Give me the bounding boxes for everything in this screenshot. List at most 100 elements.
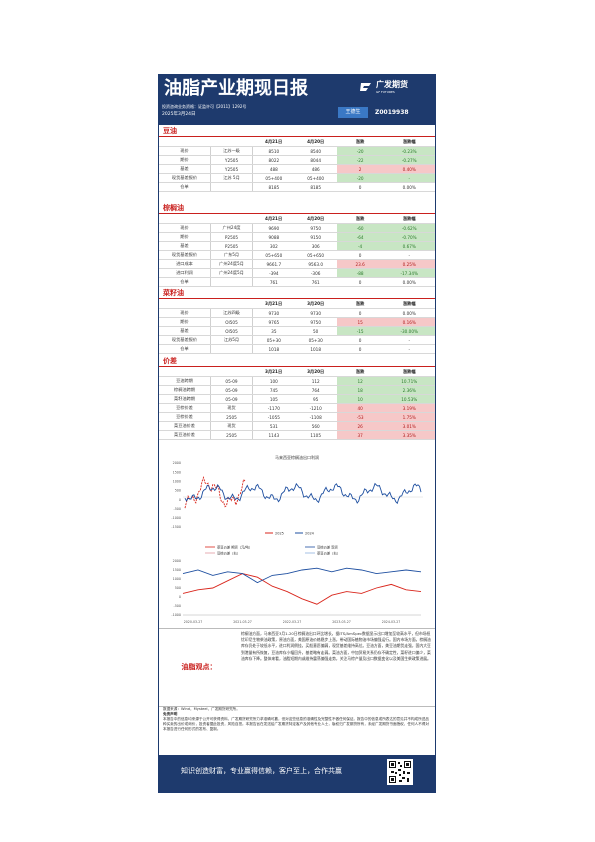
table-row: 期价 OI505 9765 9750 15 0.16% — [159, 317, 435, 327]
y-tick-label: -1500 — [171, 525, 181, 529]
table-row: 进口成本 广州24度5月 9661.7 9563.0 23.6 0.25% — [159, 259, 435, 269]
table-cell: 100 — [252, 376, 295, 386]
x-tick-label: 2020-03-27 — [184, 620, 203, 624]
section-title: 价差 — [163, 357, 177, 365]
table-cell: OI505 — [209, 326, 254, 336]
table-cell: 9765 — [252, 317, 295, 327]
table-cell: 0 — [336, 277, 384, 287]
table-row: 期价 Y2505 8022 8044 -22 -0.27% — [159, 155, 435, 165]
x-tick-label: 2023-03-27 — [332, 620, 351, 624]
table-cell: 0.16% — [383, 317, 435, 327]
table-cell: 1105 — [294, 430, 337, 440]
table-cell: - — [383, 335, 435, 345]
column-header: 3月21日 — [252, 368, 295, 377]
table-cell: 0 — [336, 308, 384, 318]
column-header: 4月20日 — [294, 138, 337, 147]
table-cell: 488 — [252, 164, 295, 174]
table-cell: -1210 — [294, 403, 337, 413]
legend-label: 菜豆价差 期货（元/吨） — [217, 545, 252, 550]
column-header: 3月20日 — [294, 368, 337, 377]
logo-mark-icon — [360, 83, 371, 91]
table-cell: 期价 — [159, 155, 211, 165]
table-cell: 9750 — [294, 317, 337, 327]
table-cell: 0 — [336, 182, 384, 192]
table-cell: 10.53% — [383, 394, 435, 404]
table-row: 仓单 1018 1018 0- — [159, 344, 435, 354]
table-cell: 40 — [336, 403, 384, 413]
table-cell: 05+30 — [252, 335, 295, 345]
y-tick-label: 1500 — [173, 470, 181, 474]
table-cell: 105 — [252, 394, 295, 404]
rape-table: 3月21日 3月20日 涨跌 涨跌幅 现价 江苏四级 9730 9730 0 0.00% 期价 OI5… — [159, 300, 435, 354]
x-tick-label: 2024-03-27 — [382, 620, 401, 624]
table-cell: 302 — [252, 241, 295, 251]
table-cell: 0.40% — [383, 164, 435, 174]
table-cell: 9088 — [252, 232, 295, 242]
data-sources: 数据来源：Wind，Mysteel，广发期货研究所。 — [163, 707, 240, 711]
table-cell: Y2505 — [209, 155, 254, 165]
table-header-row: 3月21日 3月20日 涨跌 涨跌幅 — [159, 300, 435, 309]
table-cell: P2505 — [209, 232, 254, 242]
table-cell: -20 — [336, 146, 384, 156]
table-cell: 50 — [294, 326, 337, 336]
company-logo: 广发期货 GF FUTURES — [359, 80, 429, 96]
table-cell: 广东5月 — [209, 250, 254, 260]
table-cell: 9690 — [252, 223, 295, 233]
table-row: 仓单 8185 8185 0 0.00% — [159, 182, 435, 192]
table-cell: 8540 — [294, 146, 337, 156]
table-cell: -0.23% — [383, 146, 435, 156]
table-cell: 05-09 — [209, 376, 254, 386]
table-cell: 菜豆油价差 — [159, 421, 211, 431]
column-header — [210, 368, 253, 377]
logo-subtitle: GF FUTURES — [376, 90, 395, 94]
table-cell: 现货基差报价 — [159, 250, 211, 260]
series-2025-line — [184, 476, 246, 509]
column-header: 3月21日 — [252, 300, 295, 309]
table-cell: -88 — [336, 268, 384, 278]
table-cell: 10 — [336, 394, 384, 404]
report-page: 油脂产业期现日报 广发期货 GF FUTURES 投资咨询业务资格：证监许可【2… — [158, 74, 436, 793]
table-row: 现货基差报价 广东5月 05+650 05+650 0- — [159, 250, 435, 260]
table-cell: -1108 — [294, 412, 337, 422]
table-cell: P2505 — [209, 241, 254, 251]
table-cell: 豆棕价差 — [159, 412, 211, 422]
table-cell: 仓单 — [159, 182, 211, 192]
column-header: 涨跌幅 — [383, 215, 435, 224]
table-cell: 05-09 — [209, 385, 254, 395]
table-cell: 37 — [336, 430, 384, 440]
table-cell: 05+400 — [252, 173, 295, 183]
table-cell: 江苏5月 — [209, 335, 254, 345]
y-tick-label: -500 — [174, 604, 181, 608]
table-cell: 23.6 — [336, 259, 384, 269]
table-cell: 现价 — [159, 146, 211, 156]
table-cell: 菜籽油跨期 — [159, 394, 211, 404]
table-cell: 0.67% — [383, 241, 435, 251]
y-tick-label: 1000 — [173, 577, 181, 581]
palm-export-profit-chart: 马来西亚棕榈油出口利润 2000 1500 1000 500 0 -500 -1000 -15… — [171, 454, 423, 536]
column-header: 涨跌 — [336, 215, 384, 224]
y-tick-label: 0 — [179, 595, 181, 599]
x-tick-label: 2022-03-27 — [283, 620, 302, 624]
x-axis-ticks: 2020-03-27 2021-03-27 2022-03-27 2023-03-27… — [184, 620, 401, 624]
legend-label: 菜豆价差（右） — [317, 551, 340, 556]
disclaimer-text: 本报告中的信息均来源于公开可获得资料，广发期货研究所力求准确可靠，但对这些信息的… — [163, 717, 429, 731]
table-cell: 现货 — [209, 421, 254, 431]
table-cell: 江苏一级 — [209, 146, 254, 156]
chart-title: 马来西亚棕榈油出口利润 — [275, 454, 319, 460]
table-cell: -17.34% — [383, 268, 435, 278]
column-header — [159, 368, 211, 377]
table-cell: 菜豆油价差 — [159, 430, 211, 440]
legend-2025-label: 2025 — [275, 532, 284, 536]
table-cell: 豆油跨期 — [159, 376, 211, 386]
section-divider — [159, 298, 435, 299]
table-cell: 8022 — [252, 155, 295, 165]
table-row: 进口利润 广州24度5月 -394 -306 -88 -17.34% — [159, 268, 435, 278]
table-cell: 现价 — [159, 223, 211, 233]
legend-label: 豆棕价差 现货 — [317, 545, 339, 550]
series-line-0 — [182, 573, 422, 605]
table-cell: 2.36% — [383, 385, 435, 395]
table-cell: -0.62% — [383, 223, 435, 233]
qr-code-icon — [387, 759, 413, 785]
table-cell: 486 — [294, 164, 337, 174]
table-cell: 05+400 — [294, 173, 337, 183]
